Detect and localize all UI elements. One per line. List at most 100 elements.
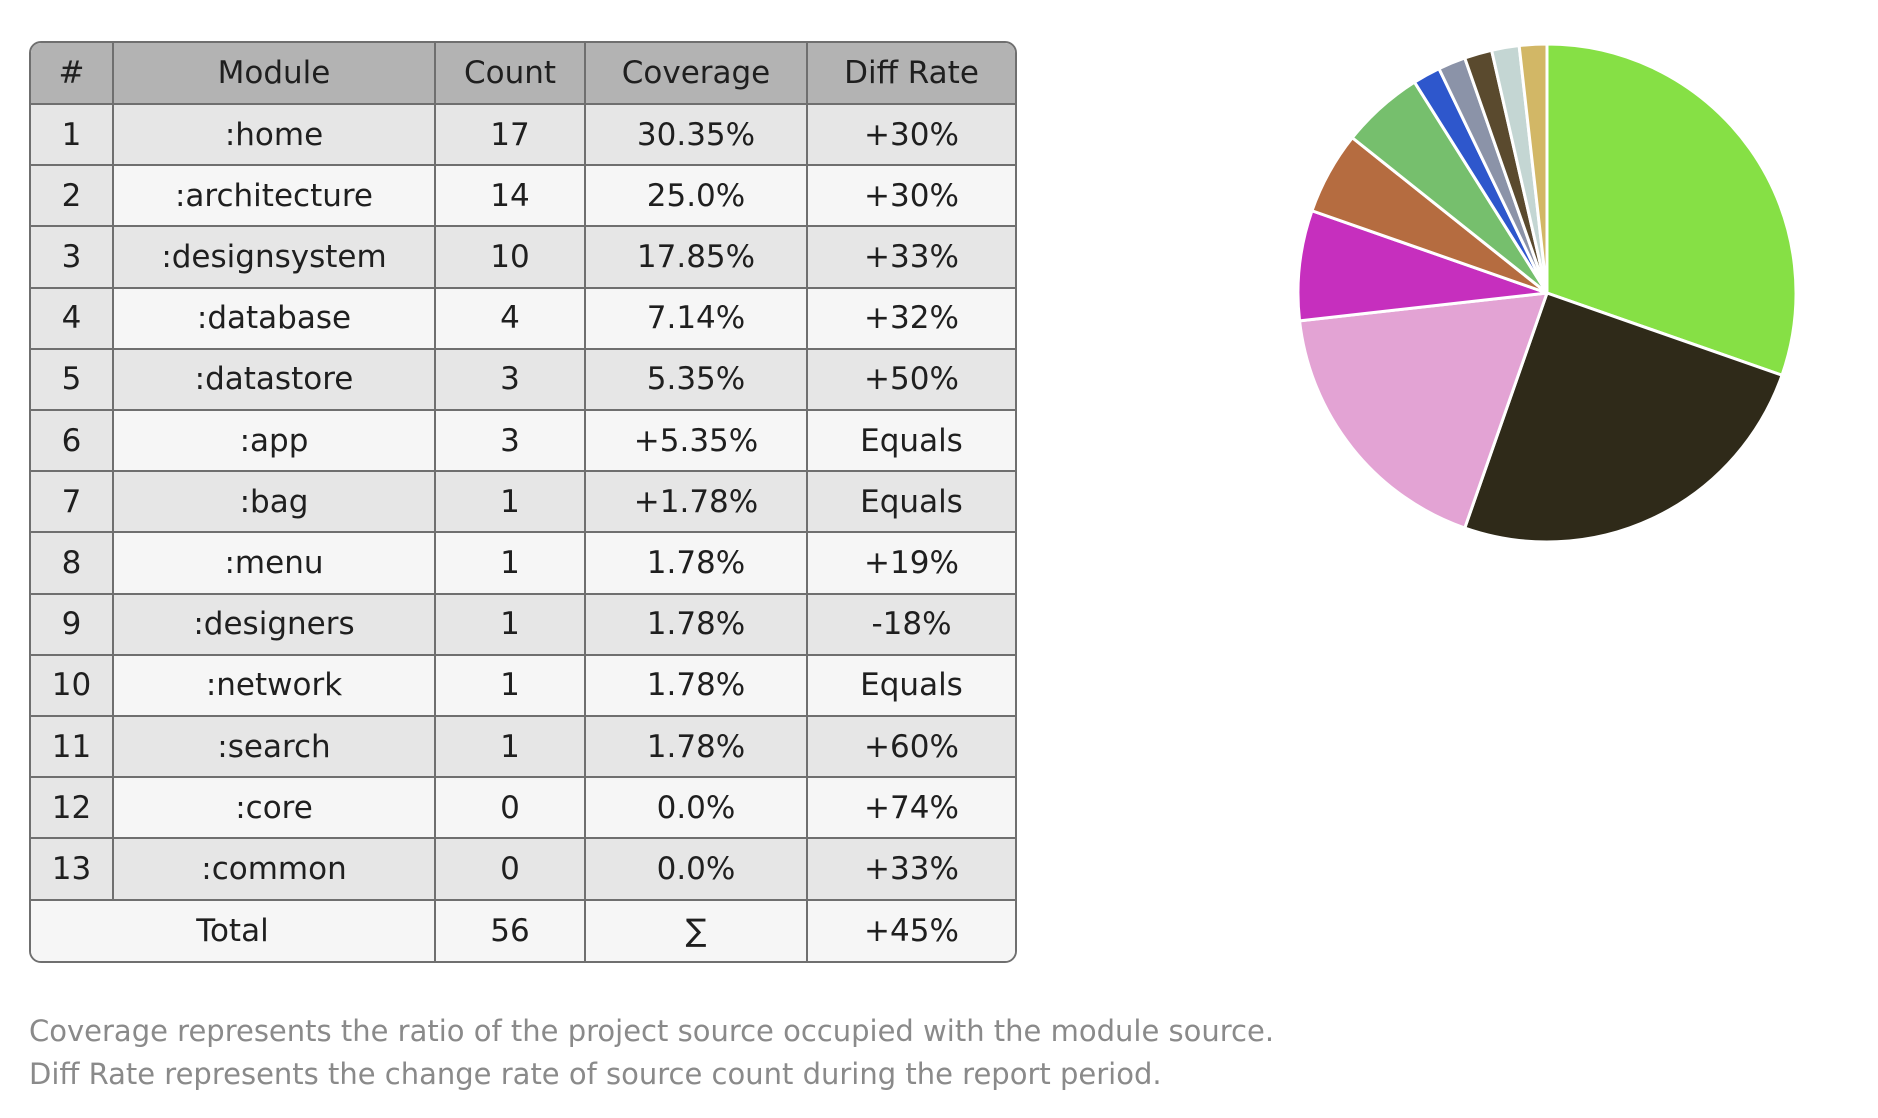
row-module: :search — [112, 715, 436, 779]
row-module: :home — [112, 102, 436, 167]
row-module: :common — [112, 837, 436, 901]
row-diff-rate: +32% — [806, 286, 1015, 350]
coverage-pie-chart — [1296, 42, 1798, 544]
row-index: 11 — [31, 715, 114, 779]
row-index: 12 — [31, 776, 114, 840]
row-module: :menu — [112, 531, 436, 595]
row-module: :designsystem — [112, 225, 436, 289]
row-coverage: 7.14% — [584, 286, 808, 350]
header-coverage: Coverage — [584, 43, 808, 105]
row-coverage: +1.78% — [584, 470, 808, 534]
row-coverage: 0.0% — [584, 776, 808, 840]
row-coverage: 1.78% — [584, 592, 808, 656]
row-count: 17 — [434, 102, 586, 167]
coverage-table-container: # Module Count Coverage Diff Rate 1:home… — [29, 41, 1017, 963]
row-diff-rate: -18% — [806, 592, 1015, 656]
row-module: :bag — [112, 470, 436, 534]
row-index: 6 — [31, 409, 114, 473]
row-count: 0 — [434, 837, 586, 901]
table-row: 2:architecture 14 25.0% +30% — [31, 164, 1015, 228]
header-index: # — [31, 43, 114, 105]
row-count: 3 — [434, 409, 586, 473]
table-row: 11:search 1 1.78% +60% — [31, 715, 1015, 779]
row-coverage: 25.0% — [584, 164, 808, 228]
total-diff-rate: +45% — [806, 898, 1015, 961]
row-module: :designers — [112, 592, 436, 656]
total-row: Total 56 ∑ +45% — [31, 898, 1015, 961]
pie-slice — [1517, 42, 1549, 295]
row-coverage: 17.85% — [584, 225, 808, 289]
row-diff-rate: Equals — [806, 653, 1015, 718]
row-diff-rate: +74% — [806, 776, 1015, 840]
table-row: 10:network 1 1.78% Equals — [31, 653, 1015, 718]
footnotes: Coverage represents the ratio of the pro… — [29, 1010, 1274, 1096]
pie-slice — [1545, 42, 1798, 377]
row-coverage: +5.35% — [584, 409, 808, 473]
row-diff-rate: +19% — [806, 531, 1015, 595]
row-diff-rate: +50% — [806, 347, 1015, 412]
pie-slice — [1298, 291, 1549, 530]
row-coverage: 0.0% — [584, 837, 808, 901]
pie-slice — [1463, 291, 1784, 544]
row-count: 14 — [434, 164, 586, 228]
row-count: 3 — [434, 347, 586, 412]
header-count: Count — [434, 43, 586, 105]
table-row: 1:home 17 30.35% +30% — [31, 102, 1015, 167]
row-diff-rate: +30% — [806, 102, 1015, 167]
row-count: 1 — [434, 715, 586, 779]
row-index: 9 — [31, 592, 114, 656]
table-row: 12:core 0 0.0% +74% — [31, 776, 1015, 840]
row-index: 3 — [31, 225, 114, 289]
table-header-row: # Module Count Coverage Diff Rate — [31, 43, 1015, 105]
row-coverage: 30.35% — [584, 102, 808, 167]
row-diff-rate: Equals — [806, 470, 1015, 534]
row-module: :database — [112, 286, 436, 350]
row-diff-rate: +33% — [806, 837, 1015, 901]
header-module: Module — [112, 43, 436, 105]
table-row: 13:common 0 0.0% +33% — [31, 837, 1015, 901]
total-label: Total — [31, 898, 436, 961]
row-coverage: 1.78% — [584, 531, 808, 595]
total-coverage: ∑ — [584, 898, 808, 961]
row-index: 4 — [31, 286, 114, 350]
table-row: 3:designsystem 10 17.85% +33% — [31, 225, 1015, 289]
row-module: :core — [112, 776, 436, 840]
row-index: 7 — [31, 470, 114, 534]
table-row: 7:bag 1 +1.78% Equals — [31, 470, 1015, 534]
row-index: 8 — [31, 531, 114, 595]
row-index: 13 — [31, 837, 114, 901]
row-coverage: 1.78% — [584, 715, 808, 779]
coverage-note: Coverage represents the ratio of the pro… — [29, 1014, 1275, 1048]
table-row: 8:menu 1 1.78% +19% — [31, 531, 1015, 595]
row-module: :network — [112, 653, 436, 718]
diff-rate-note: Diff Rate represents the change rate of … — [29, 1057, 1162, 1091]
row-diff-rate: +60% — [806, 715, 1015, 779]
row-index: 2 — [31, 164, 114, 228]
row-diff-rate: Equals — [806, 409, 1015, 473]
row-index: 1 — [31, 102, 114, 167]
row-index: 5 — [31, 347, 114, 412]
pie-slice — [1296, 209, 1549, 323]
row-coverage: 1.78% — [584, 653, 808, 718]
row-module: :datastore — [112, 347, 436, 412]
total-count: 56 — [434, 898, 586, 961]
row-module: :architecture — [112, 164, 436, 228]
row-module: :app — [112, 409, 436, 473]
row-coverage: 5.35% — [584, 347, 808, 412]
row-index: 10 — [31, 653, 114, 718]
row-count: 10 — [434, 225, 586, 289]
row-count: 1 — [434, 531, 586, 595]
row-count: 0 — [434, 776, 586, 840]
row-diff-rate: +33% — [806, 225, 1015, 289]
table-row: 9:designers 1 1.78% -18% — [31, 592, 1015, 656]
coverage-table: # Module Count Coverage Diff Rate 1:home… — [31, 43, 1015, 961]
table-row: 4:database 4 7.14% +32% — [31, 286, 1015, 350]
row-diff-rate: +30% — [806, 164, 1015, 228]
row-count: 4 — [434, 286, 586, 350]
row-count: 1 — [434, 470, 586, 534]
row-count: 1 — [434, 653, 586, 718]
table-row: 5:datastore 3 5.35% +50% — [31, 347, 1015, 412]
row-count: 1 — [434, 592, 586, 656]
header-diff-rate: Diff Rate — [806, 43, 1015, 105]
table-row: 6:app 3 +5.35% Equals — [31, 409, 1015, 473]
